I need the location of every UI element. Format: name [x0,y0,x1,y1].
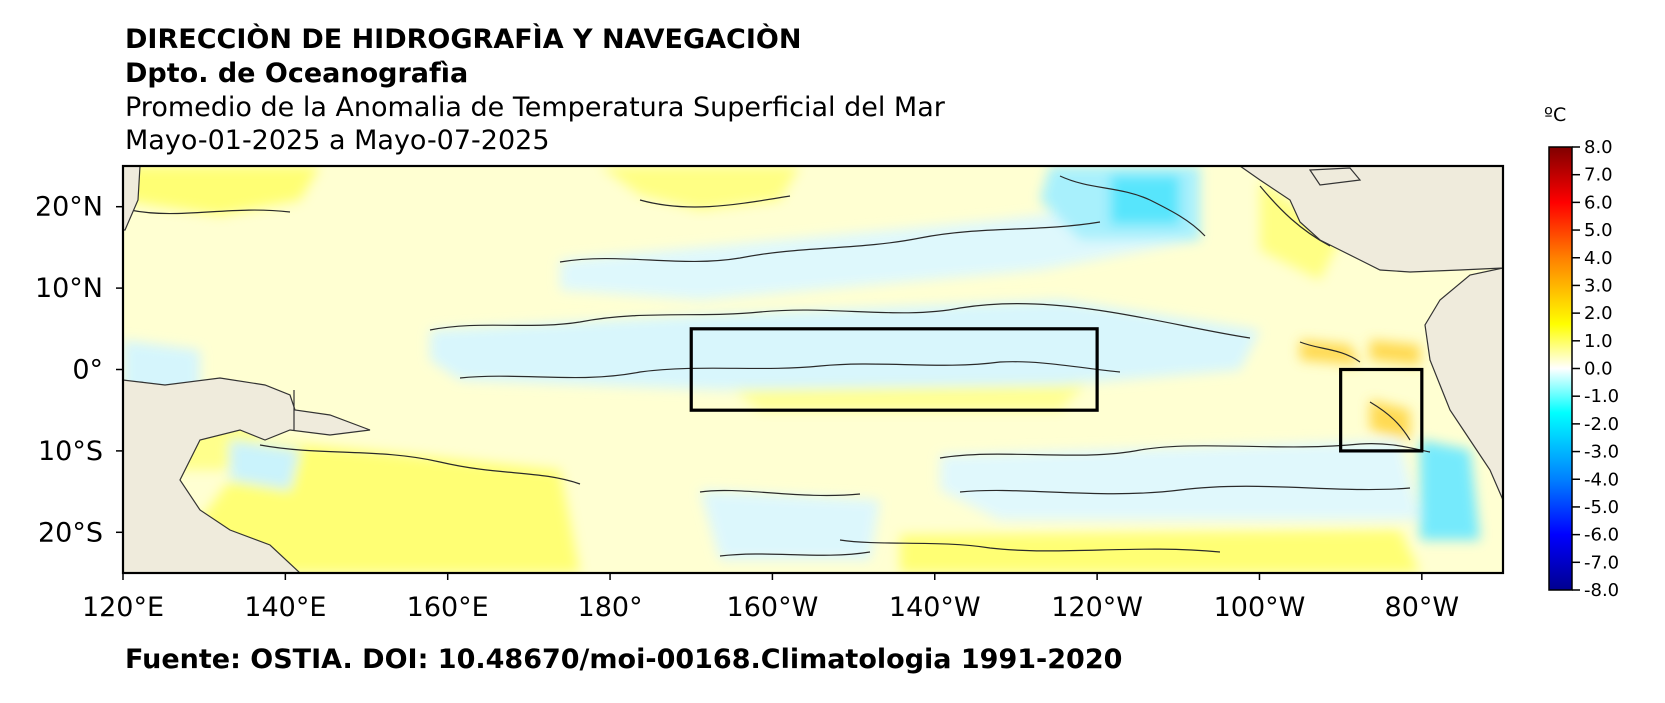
sst-anomaly-map: 120°E 140°E 160°E 180° 160°W 140°W 120°W 100°W 8… [35,104,1619,623]
colorbar-tick-label: 0.0 [1584,359,1613,380]
colorbar-tick-label: 1.0 [1584,331,1613,352]
lat-tick-label: 10°N [35,273,103,304]
map-title: Promedio de la Anomalia de Temperatura S… [125,92,945,123]
lon-tick-label: 120°E [82,592,164,623]
colorbar: ºC 8.0 7.0 6.0 5.0 4.0 3.0 2.0 1.0 0.0 -1.0 -2.0 -3… [1544,104,1619,601]
region-box-1 [1339,367,1424,453]
lon-tick-label: 160°E [407,592,489,623]
colorbar-tick-label: -7.0 [1584,552,1619,573]
land-masses [123,166,1503,573]
lon-tick-label: 120°W [1051,592,1143,623]
colorbar-tick-label: 4.0 [1584,248,1613,269]
colorbar-tick-label: 8.0 [1584,137,1613,158]
lon-tick-label: 100°W [1214,592,1306,623]
lat-tick-label: 0° [72,355,103,386]
lon-tick-label: 180° [578,592,643,623]
colorbar-tick-label: 7.0 [1584,165,1613,186]
colorbar-tick-label: -4.0 [1584,469,1619,490]
lon-tick-label: 140°E [244,592,326,623]
anomaly-field [123,166,1503,573]
lat-tick-label: 20°S [38,517,103,548]
colorbar-tick-label: -2.0 [1584,414,1619,435]
colorbar-tick-label: -3.0 [1584,442,1619,463]
colorbar-tick-label: 5.0 [1584,220,1613,241]
colorbar-tick-label: -5.0 [1584,497,1619,518]
region-box-0 [689,327,1099,412]
colorbar-unit: ºC [1544,104,1566,126]
colorbar-tick-label: 6.0 [1584,192,1613,213]
data-source-footer: Fuente: OSTIA. DOI: 10.48670/moi-00168.C… [125,644,1123,675]
colorbar-tick-label: 3.0 [1584,275,1613,296]
colorbar-tick-label: 2.0 [1584,303,1613,324]
colorbar-gradient [1548,146,1573,591]
department-title: Dpto. de Oceanografìa [125,58,469,89]
colorbar-tick-label: -1.0 [1584,386,1619,407]
colorbar-tick-label: -6.0 [1584,525,1619,546]
lat-tick-label: 20°N [35,192,103,223]
lon-tick-label: 80°W [1385,592,1460,623]
lat-tick-label: 10°S [38,436,103,467]
lon-tick-label: 140°W [889,592,981,623]
colorbar-tick-label: -8.0 [1584,580,1619,601]
lon-tick-label: 160°W [727,592,819,623]
agency-title: DIRECCIÒN DE HIDROGRAFÌA Y NAVEGACIÒN [125,24,802,55]
period-subtitle: Mayo-01-2025 a Mayo-07-2025 [125,125,550,156]
